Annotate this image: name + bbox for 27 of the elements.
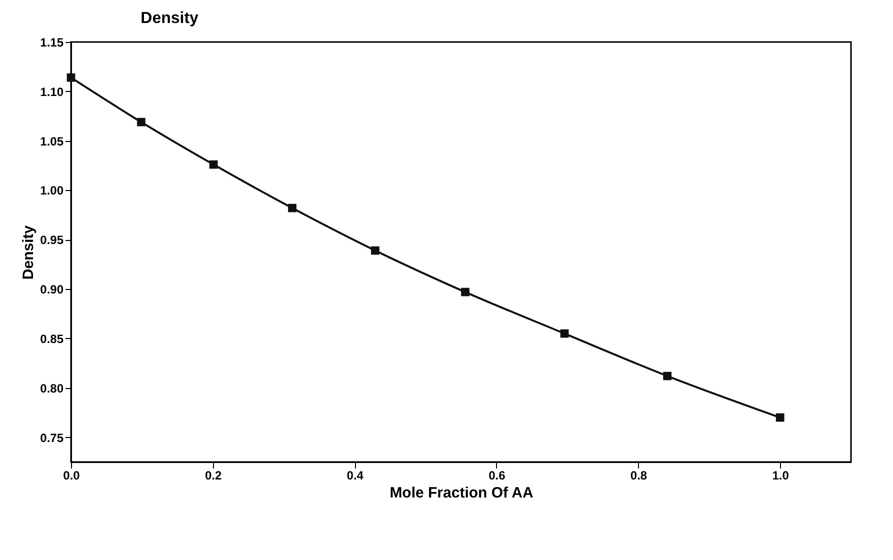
x-tick-label: 1.0 [772,468,790,482]
point [288,204,296,212]
point [66,73,76,82]
point [663,372,672,380]
y-tick-label: 1.10 [40,84,64,99]
x-tick-label: 0.0 [63,468,80,482]
point [137,118,146,126]
point [776,413,784,422]
y-axis-title: Density [20,224,38,280]
x-tick-label: 0.8 [630,468,648,482]
point [371,246,380,255]
y-tick-label: 0.90 [40,282,64,297]
x-axis-title: Mole Fraction Of AA [390,484,534,502]
x-tick-label: 0.6 [488,468,506,482]
y-tick-label: 0.75 [40,430,64,445]
y-tick-label: 1.00 [40,184,64,198]
y-tick-label: 0.95 [40,233,64,248]
y-tick-label: 1.05 [40,134,64,148]
x-tick-label: 0.2 [204,468,222,482]
point [560,329,569,338]
point [461,288,470,296]
point [209,160,218,169]
chart-title: Density [140,10,199,27]
y-tick-label: 1.15 [40,36,64,50]
y-tick-label: 0.80 [40,381,64,396]
x-tick-label: 0.4 [346,468,364,482]
y-tick-label: 0.85 [40,332,64,346]
